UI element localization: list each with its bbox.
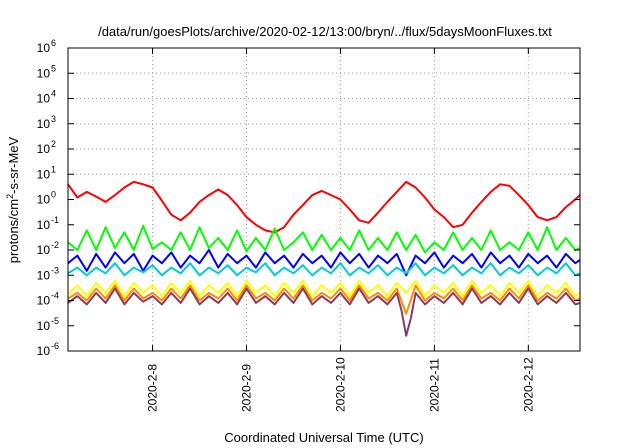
series-line-5 (67, 279, 581, 298)
series-line-6 (67, 284, 581, 315)
y-tick-label: 10 (37, 218, 51, 232)
y-tick-label-exp: 6 (51, 38, 56, 48)
x-axis: 2020-2-8 2020-2-9 2020-2-10 2020-2-11 2020-2… (146, 48, 535, 412)
y-tick-label-exp: -6 (51, 341, 59, 351)
x-axis-label: Coordinated Universal Time (UTC) (224, 430, 423, 445)
y-tick-label: 10 (37, 243, 51, 257)
series-line-1 (67, 180, 581, 234)
y-tick-label: 10 (37, 92, 51, 106)
x-tick-label: 2020-2-8 (146, 364, 160, 412)
y-tick-label: 10 (37, 193, 51, 207)
y-tick-label-exp: 2 (51, 139, 56, 149)
y-tick-label-exp: -3 (51, 265, 59, 275)
y-axis-label-base: protons/cm (6, 199, 21, 263)
y-tick-label: 10 (37, 319, 51, 333)
y-tick-label-exp: -2 (51, 240, 59, 250)
y-tick-label-exp: 5 (51, 63, 56, 73)
y-tick-label: 10 (37, 117, 51, 131)
y-axis-label-sup: 2 (5, 194, 15, 199)
y-tick-label: 10 (37, 66, 51, 80)
x-tick-label: 2020-2-10 (333, 357, 347, 412)
y-tick-label: 10 (37, 41, 51, 55)
y-tick-label: 10 (37, 268, 51, 282)
series-line-4 (67, 262, 581, 277)
y-axis: 10 -610 -510 -410 -310 -210 -110 010 110 210 310 41… (37, 38, 580, 358)
series-line-7 (67, 287, 581, 337)
x-tick-label: 2020-2-11 (427, 358, 441, 412)
series-layer (67, 180, 581, 337)
y-tick-label-exp: 1 (51, 164, 56, 174)
y-tick-label: 10 (37, 167, 51, 181)
x-tick-label: 2020-2-12 (521, 357, 535, 412)
y-tick-label-exp: -5 (51, 316, 59, 326)
series-line-3 (67, 249, 581, 277)
grid-lines (68, 48, 580, 351)
chart-title: /data/run/goesPlots/archive/2020-02-12/1… (98, 24, 552, 39)
y-axis-label-tail: -s-sr-MeV (6, 136, 21, 193)
y-tick-label: 10 (37, 142, 51, 156)
x-tick-label: 2020-2-9 (239, 364, 253, 412)
y-tick-label-exp: 0 (51, 190, 56, 200)
y-tick-label-exp: -4 (51, 291, 59, 301)
series-line-2 (67, 224, 581, 254)
y-tick-label: 10 (37, 294, 51, 308)
y-tick-label-exp: -1 (51, 215, 59, 225)
y-tick-label-exp: 4 (51, 89, 56, 99)
y-axis-label: protons/cm2-s-sr-MeV (5, 136, 21, 263)
y-tick-label: 10 (37, 344, 51, 358)
y-tick-label-exp: 3 (51, 114, 56, 124)
